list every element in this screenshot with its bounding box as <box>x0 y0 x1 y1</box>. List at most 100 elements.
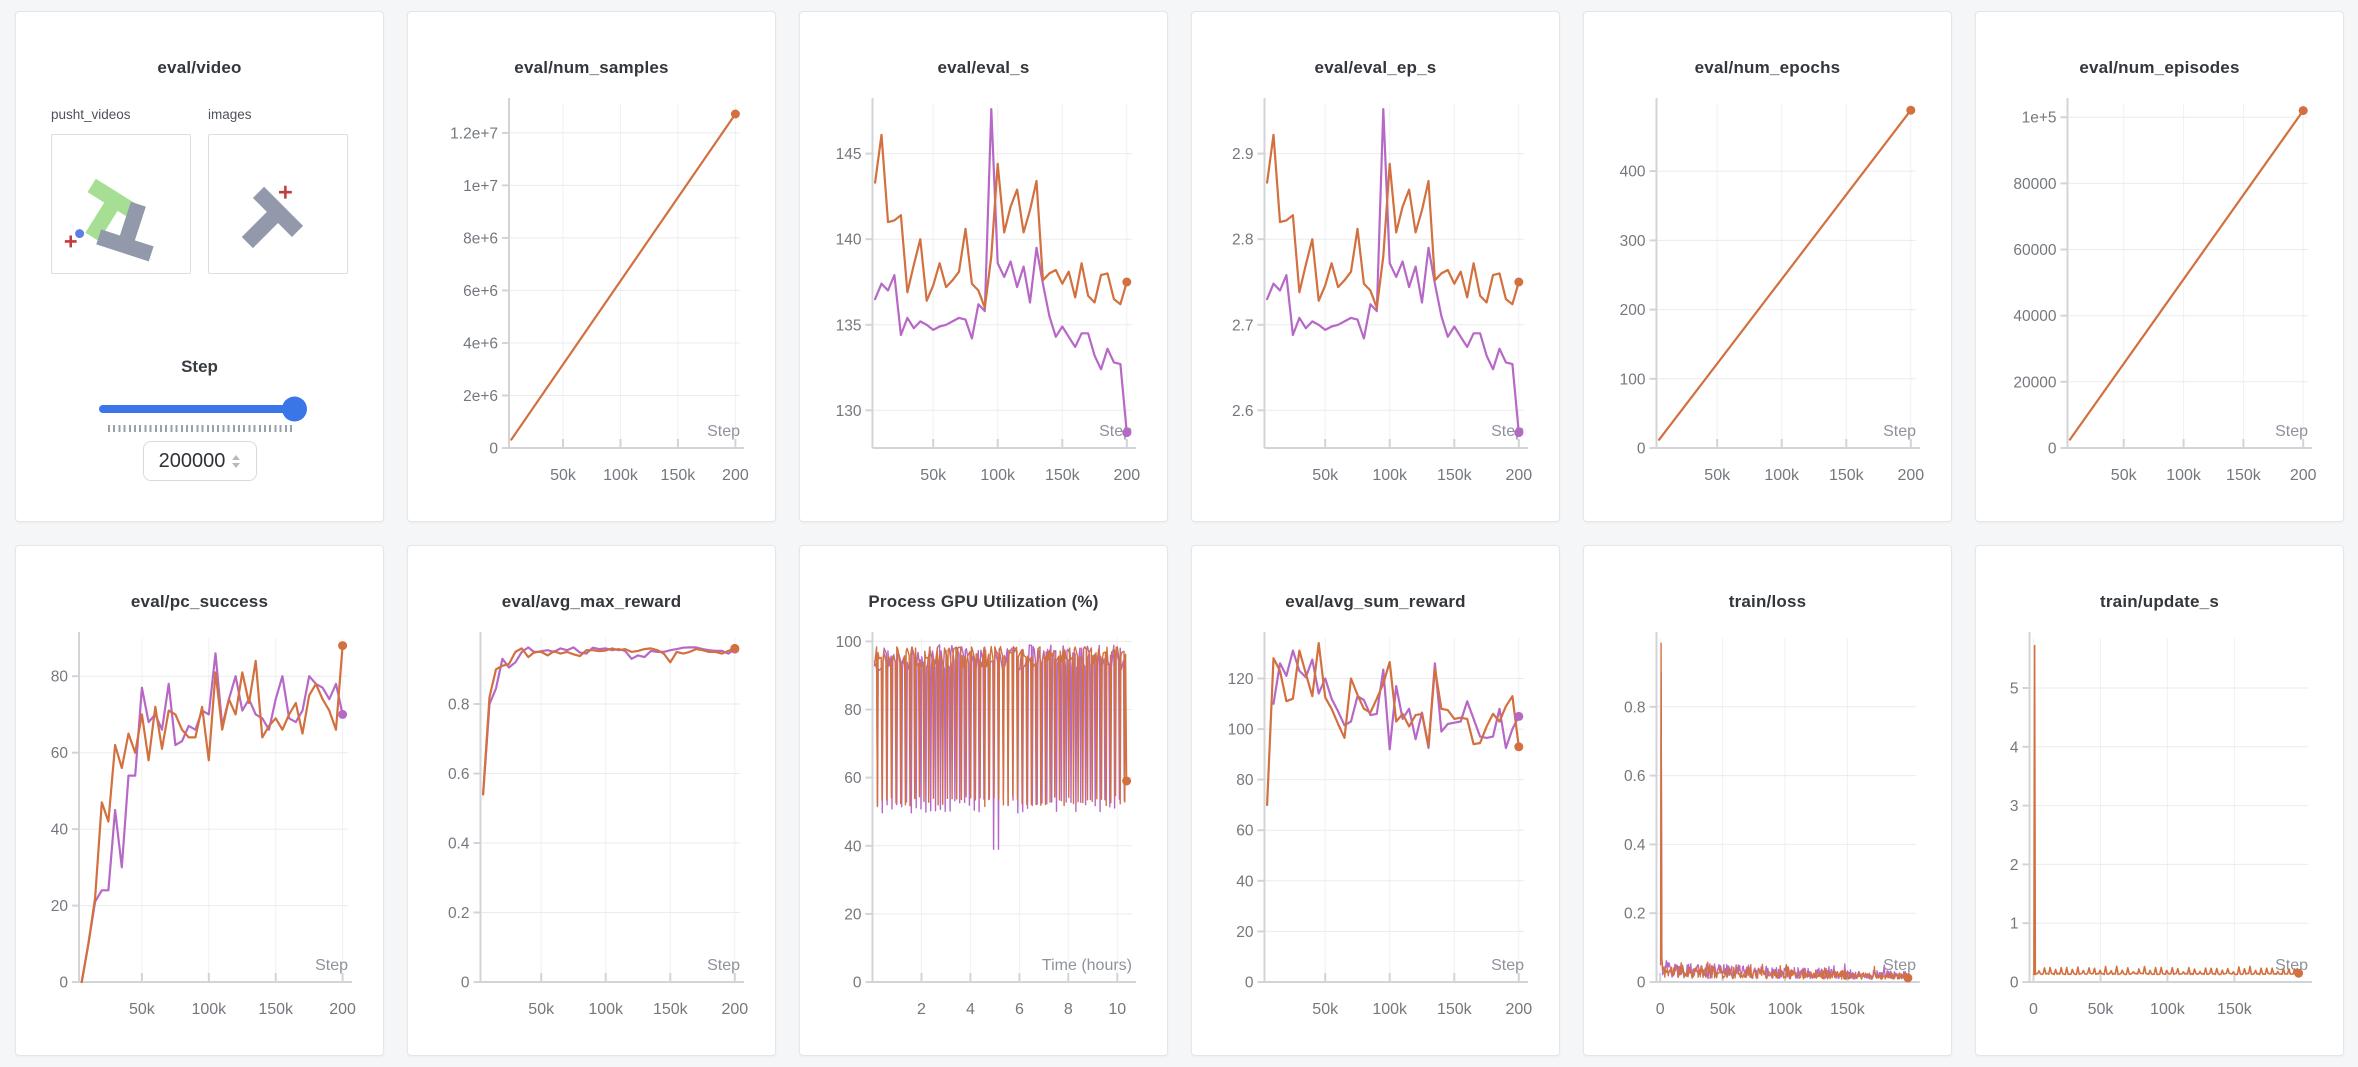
y-tick-label: 0.6 <box>448 766 470 783</box>
series-line-orange <box>1657 109 1912 441</box>
chart-title: eval/avg_sum_reward <box>1285 592 1466 611</box>
y-tick-label: 100 <box>1228 722 1254 739</box>
x-tick-label: 100k <box>1372 1001 1408 1018</box>
x-tick-label: 200 <box>1505 467 1532 484</box>
series-line-orange <box>1265 133 1520 309</box>
chart-panel-eval-s: eval/eval_s 50k 100k 150k 200 130 135 140 145 St… <box>799 11 1168 522</box>
series-end-dot-orange <box>1903 973 1913 983</box>
series-end-dot-purple <box>1514 711 1524 721</box>
y-tick-label: 2.6 <box>1232 403 1254 420</box>
y-tick-label: 0 <box>853 975 862 992</box>
x-tick-label: 150k <box>2226 467 2262 484</box>
series-line-purple <box>1659 671 1908 980</box>
y-tick-label: 40000 <box>2013 308 2056 325</box>
y-tick-label: 1.2e+7 <box>450 125 498 142</box>
x-tick-label: 100k <box>2166 467 2202 484</box>
y-tick-label: 20 <box>51 898 69 915</box>
x-tick-label: 200 <box>722 467 749 484</box>
x-tick-label: 0 <box>2029 1001 2038 1018</box>
chart-canvas[interactable]: 50k 100k 150k 200 0 100 200 300 400 Step <box>1584 12 1952 522</box>
y-tick-label: 0.8 <box>1624 699 1646 716</box>
chart-title: eval/eval_s <box>937 58 1030 77</box>
x-tick-label: 150k <box>1829 467 1865 484</box>
chart-title: eval/pc_success <box>130 592 269 611</box>
x-tick-label: 6 <box>1015 1001 1024 1018</box>
x-tick-label: 50k <box>920 467 947 484</box>
y-tick-label: 20 <box>1236 924 1254 941</box>
series-line-orange <box>80 644 344 984</box>
chart-panel-gpu-utilization: Process GPU Utilization (%) 2 4 6 8 10 0 20 40 6… <box>799 545 1168 1056</box>
pusht-video-thumbnail[interactable] <box>51 134 191 274</box>
chart-panel-train-loss: train/loss 0 50k 100k 150k 0 0.2 0.4 0.6 0.8 Step <box>1583 545 1952 1056</box>
y-tick-label: 40 <box>844 838 862 855</box>
y-tick-label: 8e+6 <box>463 230 498 247</box>
y-tick-label: 0.4 <box>448 836 470 853</box>
series-end-dot-purple <box>1122 428 1132 438</box>
chart-title: eval/num_episodes <box>2079 58 2240 77</box>
chart-canvas[interactable]: 50k 100k 150k 200 0 0.2 0.4 0.6 0.8 Step <box>408 546 776 1056</box>
series-line-purple <box>1265 107 1520 434</box>
series-line-orange <box>481 647 736 796</box>
x-tick-label: 150k <box>1437 467 1473 484</box>
y-tick-label: 0 <box>461 975 470 992</box>
x-tick-label: 200 <box>1505 1001 1532 1018</box>
chart-canvas[interactable]: 50k 100k 150k 200 0 20 40 60 80 100 120 Step <box>1192 546 1560 1056</box>
series-end-dot-orange <box>1514 277 1524 287</box>
chart-title: train/loss <box>1728 592 1807 611</box>
y-tick-label: 1e+7 <box>463 178 498 195</box>
media-label-images: images <box>208 107 252 122</box>
y-tick-label: 2e+6 <box>463 388 498 405</box>
x-tick-label: 150k <box>661 467 697 484</box>
slider-thumb[interactable] <box>282 396 307 422</box>
chart-canvas[interactable]: 0 50k 100k 150k 0 0.2 0.4 0.6 0.8 Step <box>1584 546 1952 1056</box>
chart-canvas[interactable]: 50k 100k 150k 200 0 20000 40000 60000 80000 1e+5 S… <box>1976 12 2344 522</box>
y-tick-label: 1e+5 <box>2022 110 2057 127</box>
x-tick-label: 100k <box>1372 467 1408 484</box>
x-tick-label: 100k <box>603 467 639 484</box>
images-thumbnail[interactable] <box>208 134 348 274</box>
stepper-arrows-icon[interactable] <box>232 454 241 468</box>
x-axis-label: Step <box>2275 957 2308 974</box>
series-end-dot-orange <box>2294 968 2304 978</box>
y-tick-label: 0 <box>1245 975 1254 992</box>
y-tick-label: 3 <box>2010 798 2019 815</box>
x-tick-label: 150k <box>1830 1001 1866 1018</box>
series-line-purple <box>481 646 736 796</box>
y-tick-label: 0 <box>1637 975 1646 992</box>
chart-canvas[interactable]: 0 50k 100k 150k 0 1 2 3 4 5 Step <box>1976 546 2344 1056</box>
y-tick-label: 135 <box>836 317 862 334</box>
series-line-purple <box>873 107 1128 434</box>
y-tick-label: 100 <box>836 634 862 651</box>
chart-panel-eval-ep-s: eval/eval_ep_s 50k 100k 150k 200 2.6 2.7 2.8 2.… <box>1191 11 1560 522</box>
pusht-image-render <box>241 185 304 249</box>
y-tick-label: 0 <box>2048 441 2057 458</box>
y-tick-label: 40 <box>51 822 69 839</box>
step-slider[interactable] <box>99 396 307 422</box>
y-tick-label: 60 <box>51 745 69 762</box>
series-line-purple <box>1272 649 1520 751</box>
chart-title: Process GPU Utilization (%) <box>868 592 1099 611</box>
chart-canvas[interactable]: 50k 100k 150k 200 0 20 40 60 80 Step <box>16 546 384 1056</box>
x-tick-label: 200 <box>1113 467 1140 484</box>
y-tick-label: 2.7 <box>1232 317 1254 334</box>
x-tick-label: 8 <box>1064 1001 1073 1018</box>
x-axis-label: Step <box>1491 957 1524 974</box>
x-axis-label: Step <box>1883 957 1916 974</box>
chart-title: eval/num_epochs <box>1694 58 1841 77</box>
step-slider-label: Step <box>181 357 218 376</box>
chart-title: eval/avg_max_reward <box>501 592 682 611</box>
chart-canvas[interactable]: 50k 100k 150k 200 0 2e+6 4e+6 6e+6 8e+6 1e+7 1.2e+… <box>408 12 776 522</box>
y-tick-label: 20 <box>844 906 862 923</box>
y-tick-label: 1 <box>2010 916 2019 933</box>
y-tick-label: 60000 <box>2013 242 2056 259</box>
y-tick-label: 60 <box>1236 823 1254 840</box>
x-tick-label: 0 <box>1656 1001 1665 1018</box>
series-end-dot-orange <box>1906 105 1916 115</box>
slider-ruler <box>108 425 292 432</box>
slider-track[interactable] <box>99 405 301 413</box>
x-tick-label: 50k <box>1312 1001 1339 1018</box>
step-input[interactable]: 200000 <box>142 441 257 481</box>
